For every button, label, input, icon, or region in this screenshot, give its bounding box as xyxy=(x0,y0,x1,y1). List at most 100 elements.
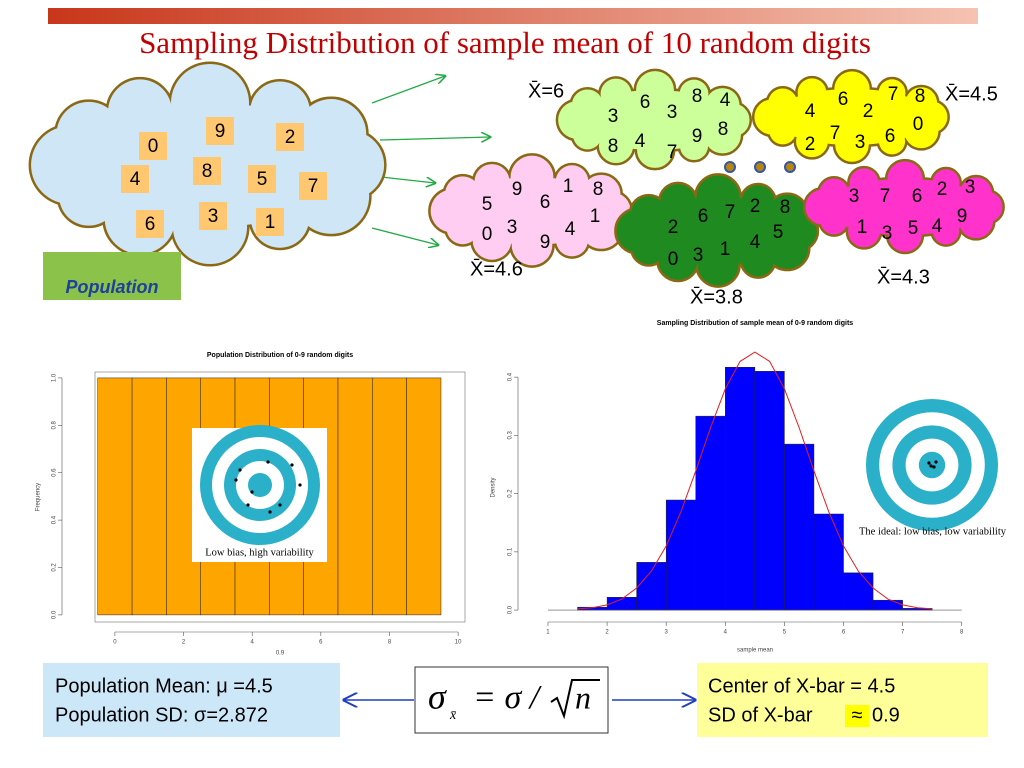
bar xyxy=(337,377,373,616)
y-tick-label: 0.0 xyxy=(508,605,514,614)
sample-digit: 3 xyxy=(608,106,619,127)
sample-digit: 6 xyxy=(698,206,709,227)
charts: Population Distribution of 0-9 random di… xyxy=(36,320,1015,657)
y-tick-label: 0.8 xyxy=(52,420,58,429)
sample-digit: 2 xyxy=(668,217,679,238)
sample-digit: 8 xyxy=(915,86,926,107)
sample-digit: 4 xyxy=(720,90,731,111)
sample-digit: 2 xyxy=(750,196,761,217)
population-digit: 2 xyxy=(285,127,296,148)
digit-box xyxy=(121,165,149,193)
x-tick-label: 8 xyxy=(388,640,392,646)
sample-digit: 9 xyxy=(512,179,523,200)
target-dot xyxy=(290,463,294,467)
sample-digit: 8 xyxy=(780,197,791,218)
x-tick-label: 10 xyxy=(455,640,462,646)
ellipsis-dots xyxy=(724,161,796,173)
cloud: 0 9 2 4 8 5 7 6 3 1 xyxy=(28,61,387,267)
population-digit: 7 xyxy=(308,176,319,197)
cloud-body xyxy=(452,177,612,245)
target-ring xyxy=(248,473,272,497)
target-dot xyxy=(932,465,936,469)
y-tick-label: 0.2 xyxy=(52,563,58,572)
sample-digit: 8 xyxy=(593,179,604,200)
formula-sub: x̄ xyxy=(449,708,457,723)
population-digit: 6 xyxy=(145,214,156,235)
sample-digit: 7 xyxy=(880,186,891,207)
sample-digit: 4 xyxy=(635,131,646,152)
sample-digit: 7 xyxy=(667,142,678,163)
bar xyxy=(813,513,844,611)
x-tick-label: 1 xyxy=(546,630,550,636)
sample-digit: 9 xyxy=(692,126,703,147)
y-tick-label: 0.2 xyxy=(508,489,514,498)
population-digit: 8 xyxy=(202,161,213,182)
sample-mean: X̄=6 xyxy=(528,79,564,102)
inset: The ideal: low bias, low variability xyxy=(850,390,1015,545)
sample-digit: 4 xyxy=(805,101,816,122)
xbar-center: Center of X-bar = 4.5 xyxy=(708,675,895,697)
bar xyxy=(406,377,442,616)
digit-box xyxy=(139,132,167,160)
digit-box xyxy=(248,165,276,193)
cloud: 26 7 2 80 3 1 4 5 xyxy=(614,173,820,288)
digit-box xyxy=(276,123,304,151)
y-tick-label: 0.0 xyxy=(52,610,58,619)
sample-digit: 3 xyxy=(507,217,518,238)
sample-digit: 6 xyxy=(912,186,923,207)
bar xyxy=(872,599,903,611)
sample-digit: 8 xyxy=(692,86,703,107)
x-tick-label: 2 xyxy=(182,640,186,646)
target-dot xyxy=(246,503,250,507)
target-dot xyxy=(268,510,272,514)
chart-title: Sampling Distribution of sample mean of … xyxy=(657,320,854,327)
sample-digit: 5 xyxy=(482,194,493,215)
target-dot xyxy=(934,460,938,464)
sample-digit: 6 xyxy=(838,89,849,110)
x-tick-label: 7 xyxy=(901,630,905,636)
cloud-body xyxy=(772,89,932,145)
x-tick-label: 6 xyxy=(319,640,323,646)
sample-digit: 3 xyxy=(965,177,976,198)
digit-box xyxy=(193,157,221,185)
sample-mean: X̄=4.6 xyxy=(470,257,523,280)
slide-title: Sampling Distribution of sample mean of … xyxy=(139,25,871,60)
sample-digit: 8 xyxy=(608,136,619,157)
target-dot xyxy=(278,503,282,507)
cloud-body xyxy=(823,179,987,235)
target-dot xyxy=(927,461,931,465)
approx: ≈ xyxy=(852,704,863,726)
sample-digit: 9 xyxy=(957,206,968,227)
sample-digit: 0 xyxy=(668,249,679,270)
xbar-sd-label: SD of X-bar xyxy=(708,704,813,726)
sample-digit: 3 xyxy=(667,102,678,123)
x-tick-label: 0 xyxy=(113,640,117,646)
y-tick-label: 0.6 xyxy=(52,468,58,477)
density-curve xyxy=(577,351,933,610)
x-tick-label: 5 xyxy=(783,630,787,636)
sample-digit: 7 xyxy=(888,84,899,105)
population-digit: 4 xyxy=(130,169,141,190)
sample-digit: 8 xyxy=(718,119,729,140)
y-tick-label: 0.3 xyxy=(508,431,514,440)
bar xyxy=(665,499,696,611)
inset-caption: The ideal: low bias, low variability xyxy=(859,526,1007,537)
sample-digit: 6 xyxy=(885,126,896,147)
cloud: 3 7 6 2 31 3 5 4 9 xyxy=(802,158,1005,255)
chart: Sampling Distribution of sample mean of … xyxy=(491,320,1015,654)
inset-caption: Low bias, high variability xyxy=(205,547,314,558)
y-axis-label: Density xyxy=(491,477,497,497)
sample-digit: 7 xyxy=(830,123,841,144)
x-tick-label: 2 xyxy=(605,630,609,636)
x-axis-label: sample mean xyxy=(737,648,773,654)
y-tick-label: 0.4 xyxy=(508,372,514,381)
x-axis-label: 0.9 xyxy=(276,651,285,657)
sample-digit: 6 xyxy=(640,92,651,113)
target-dot xyxy=(234,478,238,482)
x-tick-label: 6 xyxy=(842,630,846,636)
x-tick-label: 3 xyxy=(665,630,669,636)
